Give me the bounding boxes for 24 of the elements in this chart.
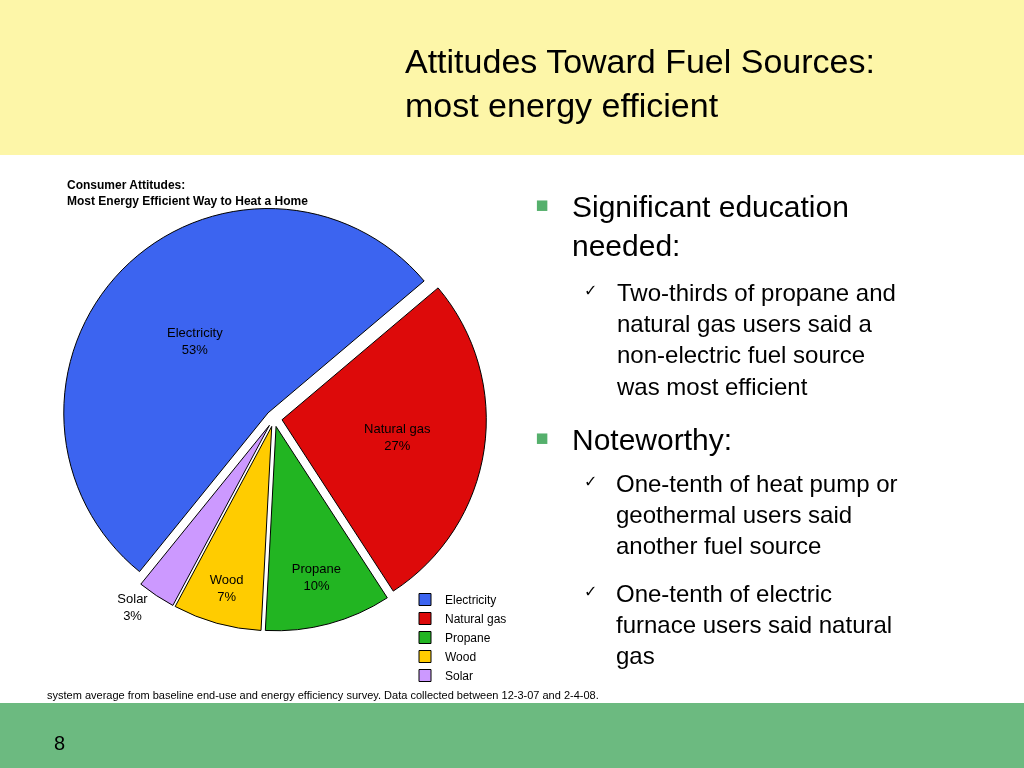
- legend-label: Wood: [445, 650, 477, 665]
- slice-label: Propane: [291, 561, 342, 577]
- data-label: 7%: [217, 588, 237, 604]
- slice-label: Solar: [117, 590, 149, 606]
- legend-label: Propane: [445, 631, 491, 646]
- chart-subtitle: Consumer Attitudes: Most Energy Efficient Way to Heat a Home: [67, 178, 309, 208]
- slice-label: Electricity: [167, 325, 224, 341]
- data-label: 27%: [384, 437, 411, 453]
- data-label: 10%: [303, 578, 330, 594]
- legend-label: Natural gas: [445, 612, 507, 627]
- data-label: 3%: [123, 607, 143, 623]
- text: ▪ Significant education needed:: [535, 190, 849, 262]
- text: ✓ One-tenth of heat pump or geothermal users said another fuel source: [584, 470, 898, 560]
- text: ▪ Noteworthy:: [535, 423, 733, 456]
- text: ✓ Two-thirds of propane and natural gas users said a non-electric fuel source was most efficient: [584, 279, 896, 400]
- data-label: 53%: [181, 342, 209, 358]
- legend-label: Electricity: [445, 593, 497, 608]
- slice-label: Natural gas: [364, 420, 431, 436]
- text: Attitudes Toward Fuel Sources: most energy efficient: [405, 42, 875, 125]
- text: ✓ One-tenth of electric furnace users said natural gas: [584, 580, 893, 670]
- text: system average from baseline end-use and energy efficiency survey. Data collected between 12-3-07 and 2-4-08.: [47, 689, 599, 701]
- slice-label: Wood: [209, 572, 244, 588]
- text: 8: [54, 732, 66, 754]
- legend-label: Solar: [445, 669, 474, 684]
